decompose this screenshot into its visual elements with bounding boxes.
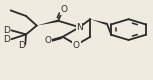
- Text: O: O: [73, 41, 80, 50]
- Text: D: D: [3, 26, 9, 35]
- Text: D: D: [18, 41, 25, 50]
- Text: D: D: [3, 35, 9, 44]
- Text: N: N: [76, 23, 83, 32]
- Polygon shape: [90, 19, 108, 25]
- Text: O: O: [45, 36, 52, 45]
- Text: O: O: [61, 5, 68, 14]
- Polygon shape: [37, 20, 59, 26]
